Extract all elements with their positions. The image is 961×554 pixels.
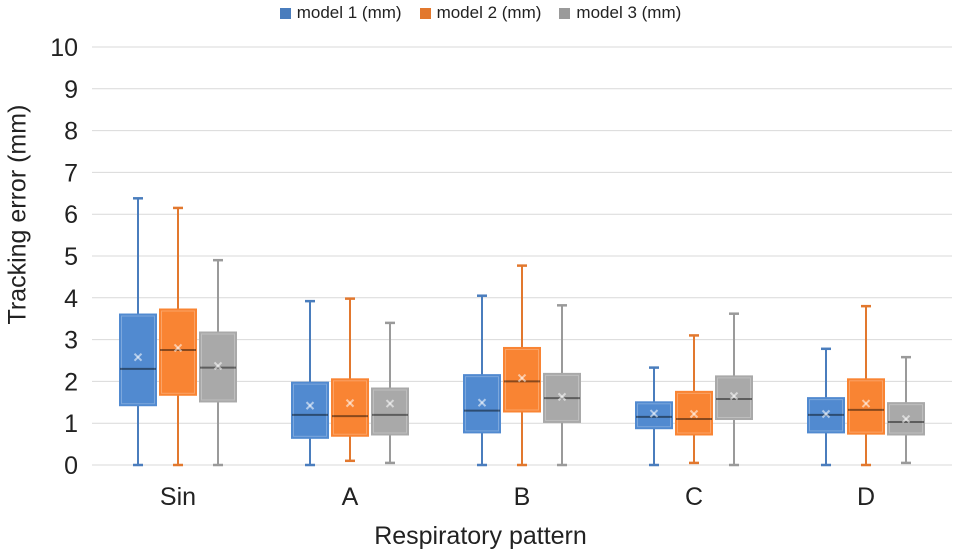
box-iqr — [159, 308, 197, 396]
y-tick-label: 10 — [50, 34, 78, 62]
y-tick-label: 7 — [64, 159, 78, 187]
x-tick-label: D — [857, 483, 875, 511]
box-iqr — [291, 381, 329, 439]
box-2-b — [503, 264, 541, 467]
box-2-a — [331, 297, 369, 463]
box-highlight — [161, 310, 195, 394]
gridlines — [92, 46, 952, 466]
box-highlight — [809, 399, 843, 432]
mean-marker — [689, 409, 699, 419]
box-3-c — [715, 312, 753, 467]
legend-label-model-3: model 3 (mm) — [576, 3, 682, 22]
mean-marker — [557, 392, 567, 402]
mean-marker — [821, 409, 831, 419]
box-highlight — [889, 404, 923, 434]
x-axis-ticks: Sin A B C D — [160, 483, 875, 511]
box-highlight — [637, 403, 671, 428]
x-tick-label: B — [514, 483, 531, 511]
box-highlight — [373, 389, 407, 434]
y-tick-label: 2 — [64, 368, 78, 396]
box-highlight — [465, 376, 499, 432]
box-2-d — [847, 304, 885, 467]
x-tick-label: A — [342, 483, 359, 511]
box-highlight — [201, 333, 235, 401]
box-highlight — [677, 392, 711, 434]
y-axis-label: Tracking error (mm) — [3, 104, 32, 325]
box-1-c — [635, 366, 673, 467]
box-iqr — [119, 313, 157, 407]
x-tick-label: C — [685, 483, 703, 511]
mean-marker — [901, 414, 911, 424]
box-3-b — [543, 304, 581, 467]
y-tick-label: 3 — [64, 327, 78, 355]
box-1-sin — [119, 197, 157, 467]
box-series — [119, 197, 925, 467]
y-tick-label: 5 — [64, 243, 78, 271]
y-tick-label: 4 — [64, 285, 78, 313]
x-axis-label: Respiratory pattern — [374, 522, 587, 550]
box-1-b — [463, 294, 501, 467]
mean-marker — [517, 373, 527, 383]
mean-marker — [649, 409, 659, 418]
mean-marker — [173, 343, 183, 353]
mean-marker — [345, 398, 355, 408]
box-2-c — [675, 334, 713, 465]
box-iqr — [371, 387, 409, 436]
mean-marker — [861, 399, 871, 408]
box-highlight — [293, 383, 327, 437]
box-1-a — [291, 299, 329, 467]
box-iqr — [807, 397, 845, 434]
box-iqr — [635, 401, 673, 430]
box-highlight — [505, 348, 539, 411]
legend-swatch-model-3 — [559, 7, 571, 19]
box-highlight — [717, 377, 751, 419]
box-iqr — [715, 375, 753, 421]
box-highlight — [333, 380, 367, 435]
mean-marker — [477, 398, 487, 407]
legend-label-model-1: model 1 (mm) — [296, 3, 402, 22]
mean-marker — [213, 361, 223, 371]
y-tick-label: 0 — [64, 452, 78, 480]
mean-marker — [133, 352, 143, 362]
box-3-a — [371, 321, 409, 465]
box-highlight — [849, 380, 883, 433]
legend-item-model-2: model 2 (mm) — [419, 3, 542, 23]
legend-item-model-1: model 1 (mm) — [279, 3, 402, 23]
x-tick-label: Sin — [160, 483, 196, 511]
box-2-sin — [159, 206, 197, 467]
y-tick-label: 1 — [64, 410, 78, 438]
y-axis-ticks: 0 1 2 3 4 5 6 7 8 9 10 — [50, 34, 78, 480]
box-iqr — [331, 378, 369, 437]
box-3-d — [887, 355, 925, 465]
legend-swatch-model-2 — [419, 7, 431, 19]
legend-item-model-3: model 3 (mm) — [559, 3, 681, 23]
y-tick-label: 9 — [64, 76, 78, 104]
y-tick-label: 8 — [64, 118, 78, 146]
mean-marker — [305, 401, 315, 410]
box-highlight — [121, 315, 155, 405]
box-highlight — [545, 374, 579, 421]
mean-marker — [729, 391, 739, 401]
legend-label-model-2: model 2 (mm) — [436, 3, 542, 22]
box-iqr — [503, 346, 541, 413]
box-iqr — [847, 378, 885, 435]
legend: model 1 (mm) model 2 (mm) model 3 (mm) — [0, 0, 961, 26]
legend-swatch-model-1 — [279, 7, 291, 19]
box-1-d — [807, 347, 845, 467]
y-tick-label: 6 — [64, 201, 78, 229]
mean-marker — [385, 399, 395, 408]
box-3-sin — [199, 258, 237, 467]
